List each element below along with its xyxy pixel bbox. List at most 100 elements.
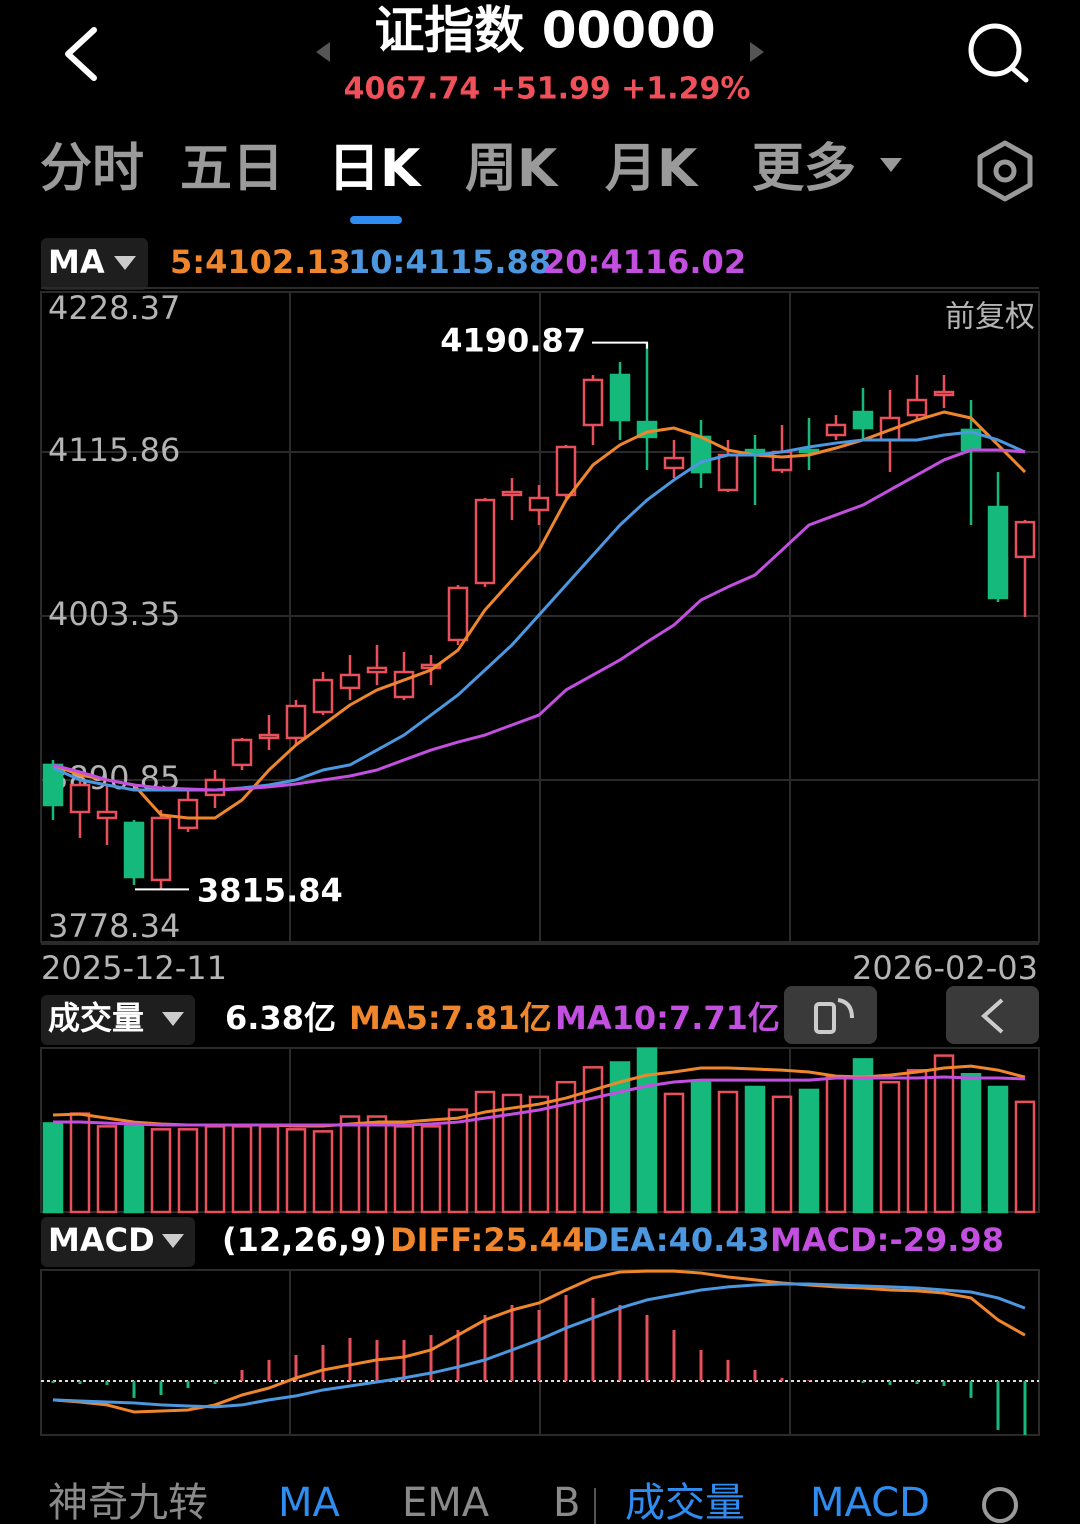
settings-button[interactable] (977, 140, 1033, 202)
volume-indicator-select[interactable] (41, 995, 195, 1045)
period-tab[interactable]: 更多 (752, 139, 856, 199)
indicator-select[interactable] (41, 238, 148, 290)
legend-entry: MA5:7.81亿 (349, 999, 552, 1037)
volume-bar (285, 1128, 307, 1214)
volume-bar (798, 1088, 820, 1214)
volume-bar (339, 1115, 361, 1214)
volume-bar (447, 1108, 469, 1214)
candle-body (582, 378, 604, 427)
rotate-icon (814, 1002, 836, 1034)
candle-body (933, 390, 955, 397)
volume-bar (690, 1080, 712, 1214)
volume-bar (393, 1125, 415, 1214)
candle-body (150, 816, 172, 882)
toolbar-settings[interactable] (982, 1487, 1018, 1523)
candle-body (339, 673, 361, 690)
search-icon (968, 23, 1022, 77)
collapse-icon (980, 998, 1004, 1034)
high-pointer (592, 341, 648, 349)
toolbar-item[interactable]: 成交量 (625, 1480, 745, 1524)
adjust-label[interactable]: 前复权 (945, 300, 1035, 335)
volume-bar (960, 1072, 982, 1214)
legend-entry: DIFF:25.44 (390, 1221, 584, 1259)
toolbar-item[interactable]: MA (278, 1480, 341, 1524)
candle-body (366, 666, 388, 674)
toolbar-item[interactable]: EMA (402, 1480, 490, 1524)
candle-body (447, 586, 469, 642)
candle-body (258, 733, 280, 740)
x-end-label: 2026-02-03 (852, 949, 1038, 987)
candle-body (393, 670, 415, 699)
candle-body (420, 663, 442, 670)
candle-body (663, 456, 685, 470)
y-tick-label: 4228.37 (48, 289, 180, 327)
volume-bar (582, 1066, 604, 1214)
legend-entry: 10:4115.88 (348, 243, 551, 281)
period-tabs: 分时 五日 日K 周K 月K 更多 (40, 139, 856, 199)
volume-bar (474, 1090, 496, 1214)
dropdown-arrow (162, 1234, 184, 1248)
ma-line (52, 448, 1026, 792)
volume-bar (717, 1090, 739, 1214)
toolbar-item[interactable]: MACD (810, 1480, 930, 1524)
legend-entry: MA10:7.71亿 (555, 999, 780, 1037)
volume-bar (744, 1085, 766, 1214)
next-stock[interactable] (750, 42, 764, 62)
rotate-button[interactable] (784, 986, 877, 1044)
candle-body (528, 496, 550, 512)
volume-bar (933, 1054, 955, 1214)
period-tab[interactable]: 五日 (180, 139, 284, 199)
prev-stock[interactable] (316, 42, 330, 62)
volume-bar (420, 1125, 442, 1214)
candle-body (798, 448, 820, 454)
legend-entry: 20:4116.02 (543, 243, 746, 281)
macd-params: (12,26,9) (222, 1221, 387, 1259)
candle-body (987, 505, 1009, 600)
period-tab[interactable]: 月K (605, 139, 699, 199)
legend-entry: MACD:-29.98 (770, 1221, 1004, 1259)
volume-bar (555, 1080, 577, 1214)
candle-body (852, 410, 874, 430)
volume-bar (96, 1125, 118, 1214)
volume-bar (501, 1093, 523, 1214)
volume-bar (366, 1115, 388, 1214)
candle-body (609, 373, 631, 422)
toolbar-item[interactable]: B (553, 1480, 580, 1524)
settings-icon (993, 159, 1017, 183)
stock-quote: 4067.74 +51.99 +1.29% (344, 72, 751, 107)
candle-body (204, 778, 226, 797)
volume-ma-line (53, 1075, 1026, 1127)
high-label: 4190.87 (440, 322, 586, 360)
toolbar-item[interactable]: 神奇九转 (48, 1480, 208, 1524)
candle-body (1014, 520, 1036, 559)
macd-line (52, 1282, 1026, 1409)
volume-bar (204, 1125, 226, 1214)
volume-bar (312, 1130, 334, 1214)
candle-body (474, 498, 496, 585)
volume-bar (609, 1061, 631, 1214)
y-tick-label: 4115.86 (48, 431, 180, 469)
macd-indicator-select[interactable] (41, 1217, 195, 1267)
collapse-button[interactable] (946, 986, 1039, 1044)
rotate-icon-arrow (837, 998, 854, 1019)
candle-body (555, 445, 577, 497)
candle-body (906, 398, 928, 417)
volume-bar (852, 1058, 874, 1214)
active-tab-underline (350, 216, 402, 224)
volume-bar (879, 1080, 901, 1214)
candle-body (231, 738, 253, 767)
period-tab[interactable]: 周K (465, 139, 559, 199)
low-label: 3815.84 (197, 871, 343, 909)
volume-bar (258, 1125, 280, 1214)
macd-line (52, 1269, 1026, 1414)
volume-bar (771, 1095, 793, 1214)
more-arrow (880, 158, 902, 172)
back-button[interactable] (65, 27, 97, 81)
period-tab[interactable]: 日K (328, 139, 422, 199)
search-button[interactable] (968, 23, 1029, 83)
candle-body (717, 453, 739, 492)
period-tab[interactable]: 分时 (40, 139, 144, 199)
dropdown-arrow (114, 256, 136, 270)
volume-bar (69, 1112, 91, 1214)
candle-body (123, 821, 145, 879)
